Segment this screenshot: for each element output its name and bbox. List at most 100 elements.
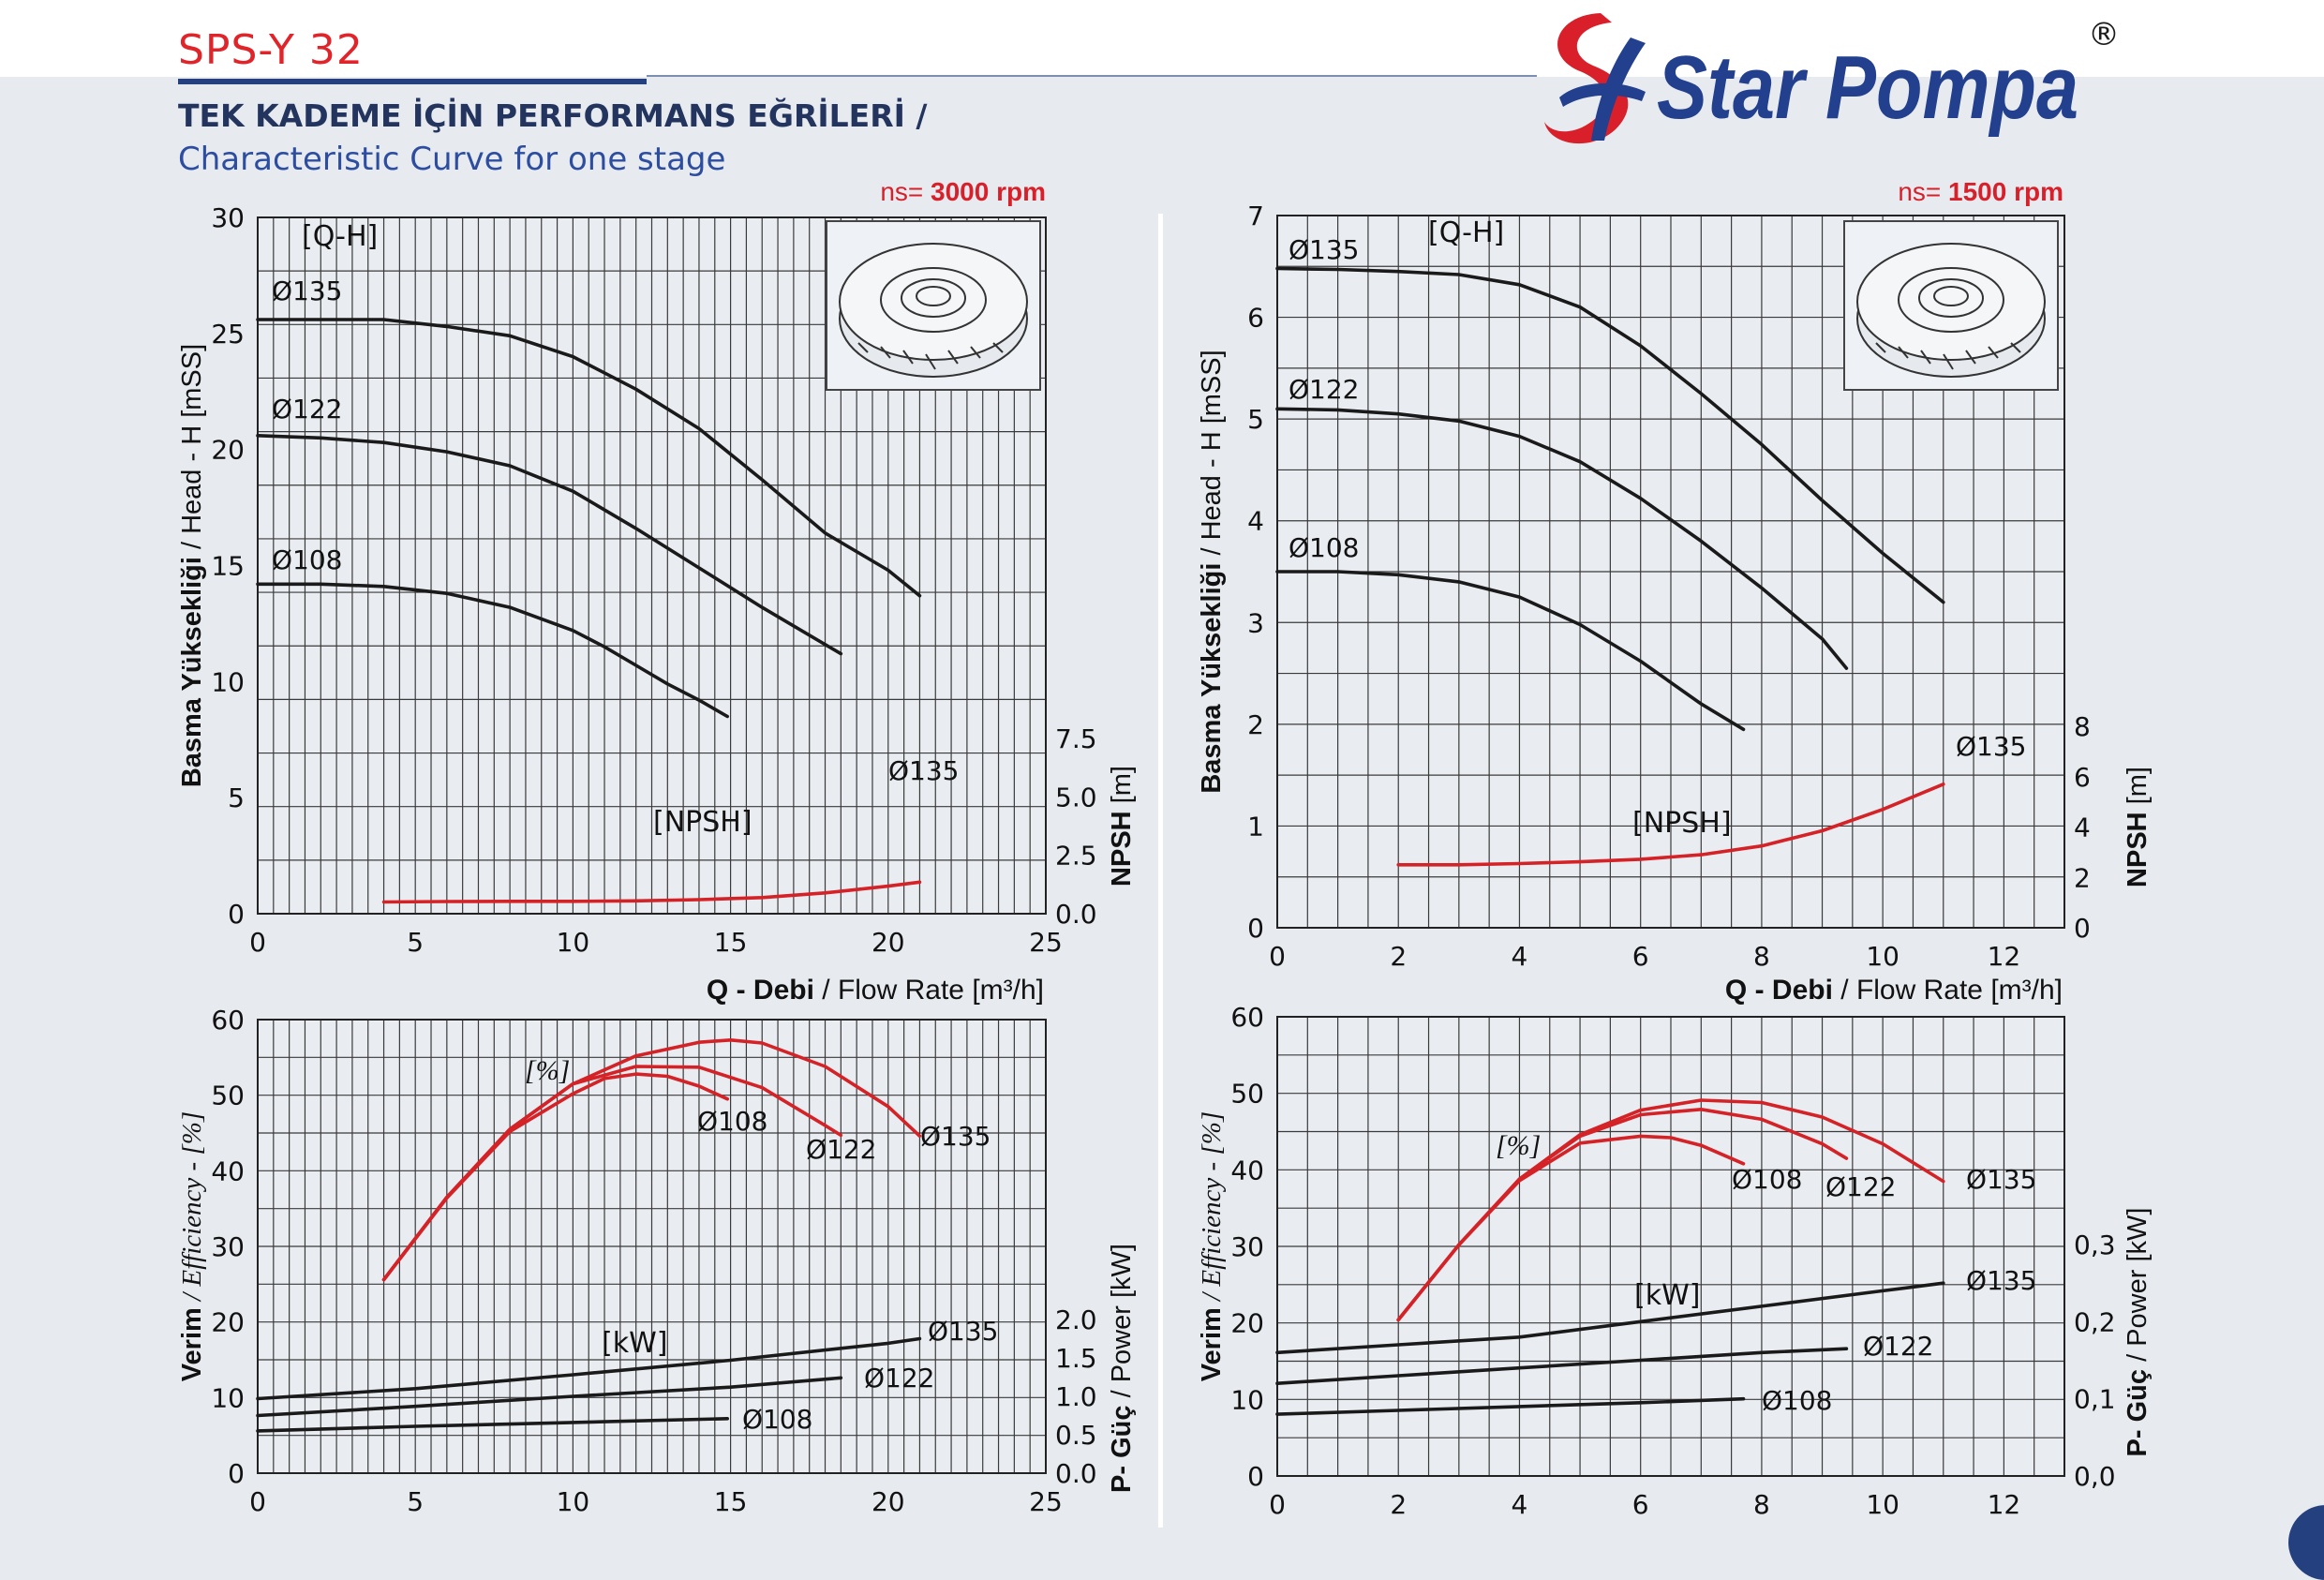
y2-axis-label-rest: / Power [kW]	[2123, 1208, 2153, 1369]
y-axis-label-rest: / Head - H [mSS]	[1197, 350, 1227, 562]
impeller-vane	[902, 350, 914, 365]
x-tick-label: 2	[1390, 941, 1407, 972]
curve-tag: [%]	[1496, 1130, 1541, 1161]
x-axis-label-rest: / Flow Rate [m³/h]	[1833, 975, 2063, 1006]
impeller-face	[1856, 243, 2046, 361]
model-underline	[178, 79, 647, 84]
series-label: Ø135	[272, 276, 342, 306]
x-tick-label: 5	[407, 927, 424, 958]
impeller-icon	[826, 220, 1041, 391]
impeller-vane	[1898, 346, 1909, 359]
series-line	[256, 1417, 729, 1433]
impeller-vane	[1943, 353, 1954, 370]
x-tick-label: 6	[1632, 941, 1649, 972]
series-line	[1275, 407, 1849, 670]
series-label: Ø122	[1863, 1331, 1933, 1362]
registered-mark: ®	[2088, 16, 2120, 53]
series-line	[1275, 570, 1746, 732]
series-label: Ø135	[1956, 731, 2026, 762]
series-label: Ø108	[1289, 532, 1359, 563]
y2-tick-label: 6	[2074, 762, 2091, 793]
speed-label-prefix: ns=	[880, 177, 931, 206]
brand-name: Star Pompa	[1657, 37, 2078, 138]
y2-tick-label: 1.5	[1055, 1343, 1097, 1374]
series-label: Ø122	[1289, 374, 1359, 405]
x-tick-label: 15	[714, 1486, 748, 1517]
series-label: Ø135	[928, 1316, 998, 1347]
y-tick-label: 4	[1247, 506, 1264, 537]
y-axis-label-bold: Verim	[1197, 1307, 1227, 1381]
impeller-vane	[925, 353, 936, 370]
y-tick-label: 0	[1247, 913, 1264, 944]
series-line	[1275, 266, 1945, 604]
y-axis-label-bold: Basma Yüksekliği	[1197, 563, 1227, 794]
x-tick-label: 0	[249, 927, 266, 958]
series-label: Ø135	[920, 1121, 991, 1152]
speed-label: ns= 1500 rpm	[1898, 177, 2063, 206]
plot-frame	[1276, 1016, 2065, 1477]
series-label: Ø135	[1966, 1265, 2036, 1296]
x-tick-label: 10	[557, 1486, 590, 1517]
y-axis-label-rest: / Head - H [mSS]	[177, 344, 207, 557]
impeller-vane	[2010, 342, 2021, 353]
series-line	[256, 1376, 843, 1418]
chart-qh3000: 0 5 10 15 20 25 0 5 10 15 20 25 30 0.0 2.5 5.0 7.5 Basma …	[177, 177, 1137, 1006]
y-tick-label: 20	[211, 435, 245, 466]
impeller-vane	[1988, 346, 1999, 359]
series-label: Ø135	[1966, 1164, 2036, 1195]
y2-tick-label: 8	[2074, 711, 2091, 742]
y-axis-label-bold: Basma Yüksekliği	[177, 557, 207, 787]
y-tick-label: 40	[211, 1155, 245, 1186]
x-tick-label: 4	[1512, 941, 1528, 972]
speed-label-value: 1500 rpm	[1948, 177, 2063, 206]
impeller-vane	[970, 346, 981, 359]
y2-tick-label: 1.0	[1055, 1381, 1097, 1412]
curve-tag: [%]	[525, 1055, 570, 1086]
y2-axis-label: P- Güç / Power [kW]	[1107, 1244, 1137, 1493]
series-label: Ø108	[1732, 1164, 1802, 1195]
series-label: Ø122	[272, 394, 342, 425]
series-label: Ø108	[697, 1106, 767, 1137]
x-tick-label: 10	[1866, 1489, 1899, 1520]
y-tick-label: 15	[211, 551, 245, 582]
impeller-vane	[992, 342, 1004, 353]
x-tick-label: 15	[714, 927, 748, 958]
y2-tick-label: 0,2	[2074, 1306, 2116, 1337]
impeller-bore	[1933, 286, 1969, 306]
impeller-vane	[880, 346, 891, 359]
x-axis-label-rest: / Flow Rate [m³/h]	[814, 975, 1044, 1006]
y2-tick-label: 0.0	[1055, 899, 1097, 930]
y-tick-label: 60	[1230, 1002, 1264, 1033]
y-tick-label: 25	[211, 319, 245, 350]
y-axis-label: Verim / Efficiency - [%]	[177, 1111, 207, 1381]
series-line	[381, 1072, 729, 1282]
series-label: Ø122	[1825, 1171, 1896, 1202]
y-tick-label: 40	[1230, 1155, 1264, 1185]
y2-axis-label-bold: P- Güç	[1107, 1405, 1137, 1492]
y-tick-label: 7	[1247, 201, 1264, 231]
series-label: Ø135	[888, 755, 959, 786]
y2-tick-label: 0,0	[2074, 1461, 2116, 1492]
y2-axis-label-bold: NPSH	[1107, 811, 1137, 887]
impeller-vane	[1965, 350, 1976, 365]
curve-tag-secondary: [NPSH]	[1632, 807, 1732, 840]
speed-label: ns= 3000 rpm	[880, 177, 1046, 206]
impeller-vane	[1875, 342, 1886, 353]
x-tick-label: 0	[249, 1486, 266, 1517]
y-tick-label: 50	[211, 1081, 245, 1111]
x-tick-label: 4	[1512, 1489, 1528, 1520]
y2-axis-label: P- Güç / Power [kW]	[2123, 1208, 2153, 1457]
y2-axis-label-bold: NPSH	[2123, 812, 2153, 887]
y2-tick-label: 2.0	[1055, 1304, 1097, 1335]
series-label: Ø122	[864, 1363, 934, 1394]
y-tick-label: 30	[211, 1231, 245, 1262]
y2-tick-label: 0.0	[1055, 1458, 1097, 1489]
x-axis-label: Q - Debi / Flow Rate [m³/h]	[1725, 975, 2063, 1006]
y2-tick-label: 4	[2074, 812, 2091, 843]
series-line	[1275, 1281, 1945, 1355]
y-tick-label: 3	[1247, 607, 1264, 638]
series-line	[256, 434, 843, 656]
impeller-bore	[916, 286, 951, 306]
header-band	[0, 0, 2324, 77]
curve-tag: [Q-H]	[302, 220, 378, 253]
